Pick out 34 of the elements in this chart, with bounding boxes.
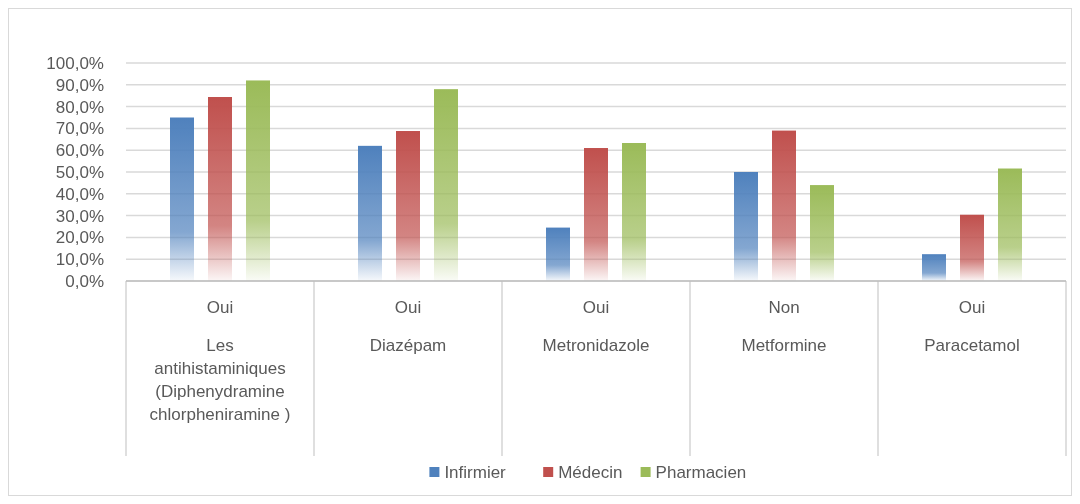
x-tick-label: Oui Diazépam xyxy=(369,298,447,355)
y-tick-label: 100,0% xyxy=(46,53,104,73)
x-tick-label: Oui Paracetamol xyxy=(924,298,1020,355)
y-tick-label: 60,0% xyxy=(55,141,104,161)
x-tick-label: Oui Metronidazole xyxy=(542,298,650,355)
bar xyxy=(208,97,232,281)
legend-label: Infirmier xyxy=(444,462,507,482)
bar xyxy=(998,168,1022,281)
bar xyxy=(960,214,984,281)
y-tick-label: 50,0% xyxy=(55,162,104,182)
y-tick-label: 90,0% xyxy=(55,75,104,95)
bar xyxy=(810,185,834,281)
bar xyxy=(246,80,270,281)
bar xyxy=(358,145,382,281)
y-tick-label: 80,0% xyxy=(55,97,104,117)
y-tick-label: 40,0% xyxy=(55,184,104,204)
x-tick-label: Non Metformine xyxy=(741,298,827,355)
legend-label: Pharmacien xyxy=(655,462,747,482)
bar xyxy=(434,89,458,281)
bar xyxy=(734,172,758,281)
bar xyxy=(622,143,646,281)
bar xyxy=(170,117,194,281)
bar xyxy=(546,227,570,281)
bar xyxy=(396,131,420,281)
bar xyxy=(922,254,946,281)
y-tick-label: 0,0% xyxy=(65,271,104,291)
y-tick-label: 20,0% xyxy=(55,228,104,248)
bar xyxy=(772,130,796,281)
y-tick-label: 30,0% xyxy=(55,206,104,226)
x-tick-label: Oui Les antihistaminiques (Diphenydramine chlorpheniramine ) xyxy=(149,298,291,424)
y-tick-label: 70,0% xyxy=(55,119,104,139)
bar xyxy=(584,148,608,281)
legend-label: Médecin xyxy=(558,462,623,482)
y-tick-label: 10,0% xyxy=(55,250,104,270)
